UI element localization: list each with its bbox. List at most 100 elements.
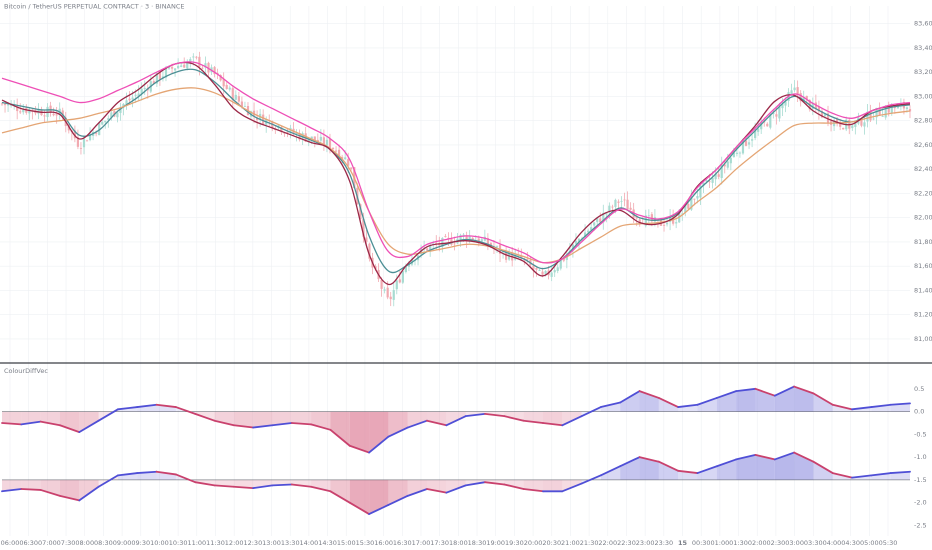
candle-body (878, 109, 881, 116)
time-tick-label: 15 (678, 539, 688, 547)
candle-body (88, 134, 92, 141)
time-tick-label: 09:00 (113, 539, 132, 547)
osc-fill-segment (253, 411, 273, 428)
candle-body (128, 98, 131, 101)
candle-body (675, 222, 678, 224)
time-tick-label: 15:00 (337, 539, 356, 547)
candle-body (43, 115, 46, 117)
candle-body (638, 219, 641, 223)
candle-body (307, 139, 310, 143)
candle-body (104, 120, 107, 123)
osc-line-segment (136, 403, 158, 408)
osc-fill-segment (311, 479, 331, 492)
candle-body (465, 235, 468, 241)
osc-line-segment (773, 451, 795, 461)
osc-line-segment (657, 397, 680, 408)
candle-body (538, 269, 541, 271)
osc-fill-segment (40, 479, 60, 496)
candle-body (374, 266, 377, 270)
osc-line-segment (522, 419, 544, 424)
osc-line-segment (20, 488, 42, 491)
osc-line-segment (484, 481, 506, 486)
candle-body (19, 111, 22, 113)
osc-line-segment (174, 473, 197, 484)
osc-fill-segment (253, 479, 273, 489)
osc-line-segment (117, 406, 139, 411)
indicator-title: ColourDiffVec (4, 367, 48, 375)
time-tick-label: 02:30 (767, 539, 786, 547)
osc-line-segment (580, 406, 602, 418)
candle-body (486, 238, 489, 245)
osc-line-segment (252, 484, 274, 490)
candle-body (271, 121, 274, 129)
osc-fill-segment (890, 471, 910, 480)
osc-fill-segment (79, 411, 99, 433)
candle-body (881, 116, 884, 117)
candle-body (817, 106, 820, 112)
moving-average-lines (1, 61, 911, 286)
osc-fill-segment (523, 411, 543, 423)
candle-body (860, 118, 863, 126)
osc-fill-segment (407, 479, 428, 496)
time-tick-label: 03:00 (785, 539, 804, 547)
osc-line-segment (831, 403, 853, 411)
candle-body (95, 132, 98, 134)
osc-fill-segment (716, 459, 737, 480)
candle-body (52, 113, 55, 116)
candle-body (495, 246, 499, 248)
osc-tick-label: -2.5 (914, 521, 927, 529)
osc-fill-segment (349, 411, 370, 453)
candle-body (82, 138, 86, 148)
candle-body (520, 255, 523, 259)
time-tick-label: 10:00 (150, 539, 169, 547)
osc-fill-segment (21, 411, 41, 425)
candle-body (444, 236, 447, 238)
candle-body (186, 62, 189, 69)
osc-fill-segment (542, 411, 563, 426)
candle-body (122, 104, 125, 108)
candle-body (386, 287, 389, 298)
osc-fill-segment (658, 397, 679, 412)
candle-body (574, 240, 578, 244)
candle-body (602, 212, 605, 223)
osc-fill-segment (504, 411, 524, 421)
osc-line-segment (310, 423, 332, 431)
osc-line-segment (329, 490, 351, 504)
osc-fill-segment (523, 479, 543, 492)
candle-body (480, 239, 483, 242)
candle-body (532, 265, 535, 270)
candle-body (489, 243, 493, 247)
candle-body (893, 106, 896, 109)
osc-line-segment (348, 501, 370, 515)
time-tick-label: 19:00 (486, 539, 505, 547)
osc-fill-segment (504, 479, 524, 490)
candle-body (79, 148, 83, 149)
osc-line-segment (715, 390, 738, 399)
candle-body (556, 267, 559, 271)
candle-body (234, 94, 237, 100)
osc-line-segment (290, 483, 313, 488)
time-tick-label: 12:30 (243, 539, 262, 547)
candle-body (608, 205, 611, 213)
osc-line-segment (97, 408, 119, 422)
candle-body (243, 105, 247, 107)
candle-body (526, 258, 529, 260)
candle-body (331, 147, 335, 150)
osc-fill-segment (620, 457, 640, 480)
osc-line-segment (793, 451, 815, 463)
candle-body (73, 130, 76, 139)
osc-line-segment (735, 387, 757, 393)
time-tick-label: 04:30 (841, 539, 860, 547)
osc-line-segment (657, 460, 680, 472)
candle-body (626, 199, 629, 210)
candle-body (738, 152, 742, 154)
candle-body (344, 157, 347, 160)
time-tick-label: 22:00 (598, 539, 617, 547)
osc-line-segment (348, 444, 370, 454)
price-axis: 83,600.0 83,400.0 83,200.0 83,000.0 82,800.0… (914, 20, 932, 343)
candle-body (98, 123, 101, 136)
candle-body (204, 63, 207, 68)
osc-line-segment (1, 488, 23, 493)
osc-line-segment (406, 488, 428, 497)
candle-body (319, 136, 322, 141)
